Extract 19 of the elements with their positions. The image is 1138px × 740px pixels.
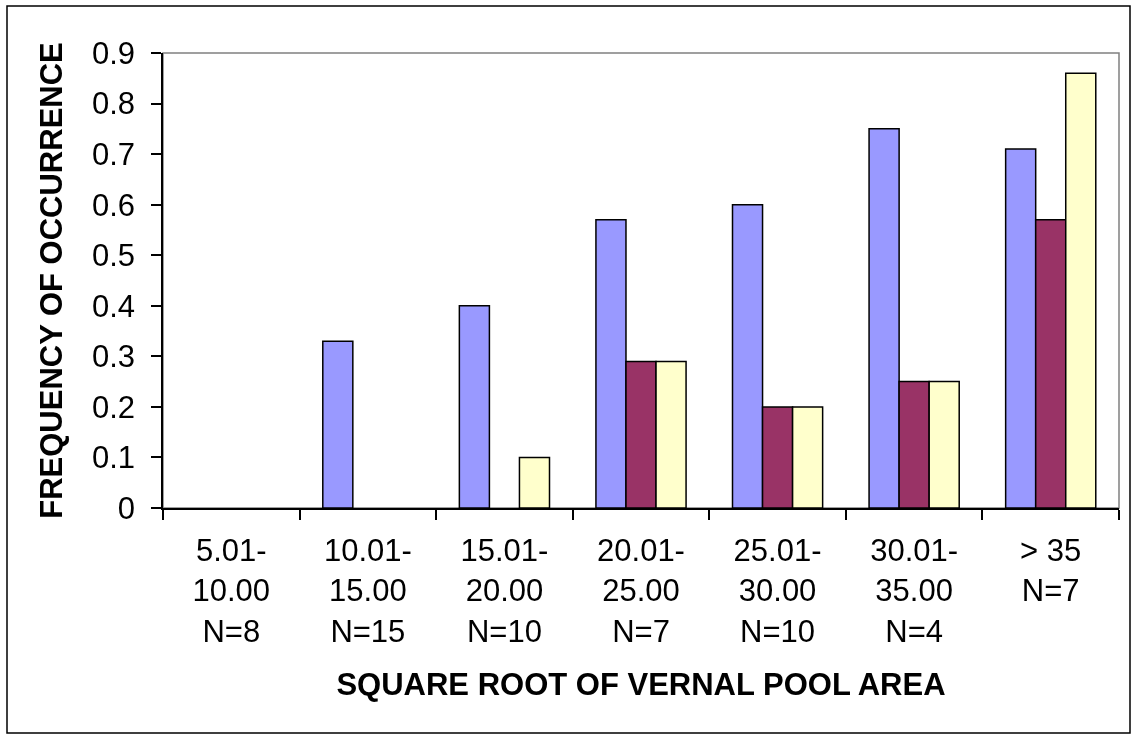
y-tick-label: 0.3 xyxy=(91,339,136,375)
x-tick-label: 25.01- 30.00 N=10 xyxy=(733,532,822,649)
y-tick-label: 0.5 xyxy=(91,238,136,274)
x-tick-label: 15.01- 20.00 N=10 xyxy=(460,532,549,649)
y-tick-label: 0.9 xyxy=(91,35,136,71)
x-tick-label: 5.01- 10.00 N=8 xyxy=(192,532,271,649)
y-tick-label: 0.4 xyxy=(91,288,136,324)
x-tick-label: > 35 N=7 xyxy=(1020,532,1082,609)
x-axis-title: SQUARE ROOT OF VERNAL POOL AREA xyxy=(336,667,946,703)
x-tick-label: 30.01- 35.00 N=4 xyxy=(870,532,959,649)
y-tick-label: 0.2 xyxy=(91,389,136,425)
y-tick-label: 0.1 xyxy=(91,440,136,476)
y-tick-label: 0.6 xyxy=(91,187,136,223)
y-tick-label: 0.7 xyxy=(91,136,136,172)
x-tick-label: 10.01- 15.00 N=15 xyxy=(323,532,412,649)
y-axis-title: FREQUENCY OF OCCURRENCE xyxy=(34,42,70,519)
y-tick-label: 0 xyxy=(117,490,136,526)
y-tick-label: 0.8 xyxy=(91,86,136,122)
x-tick-label: 20.01- 25.00 N=7 xyxy=(597,532,685,649)
